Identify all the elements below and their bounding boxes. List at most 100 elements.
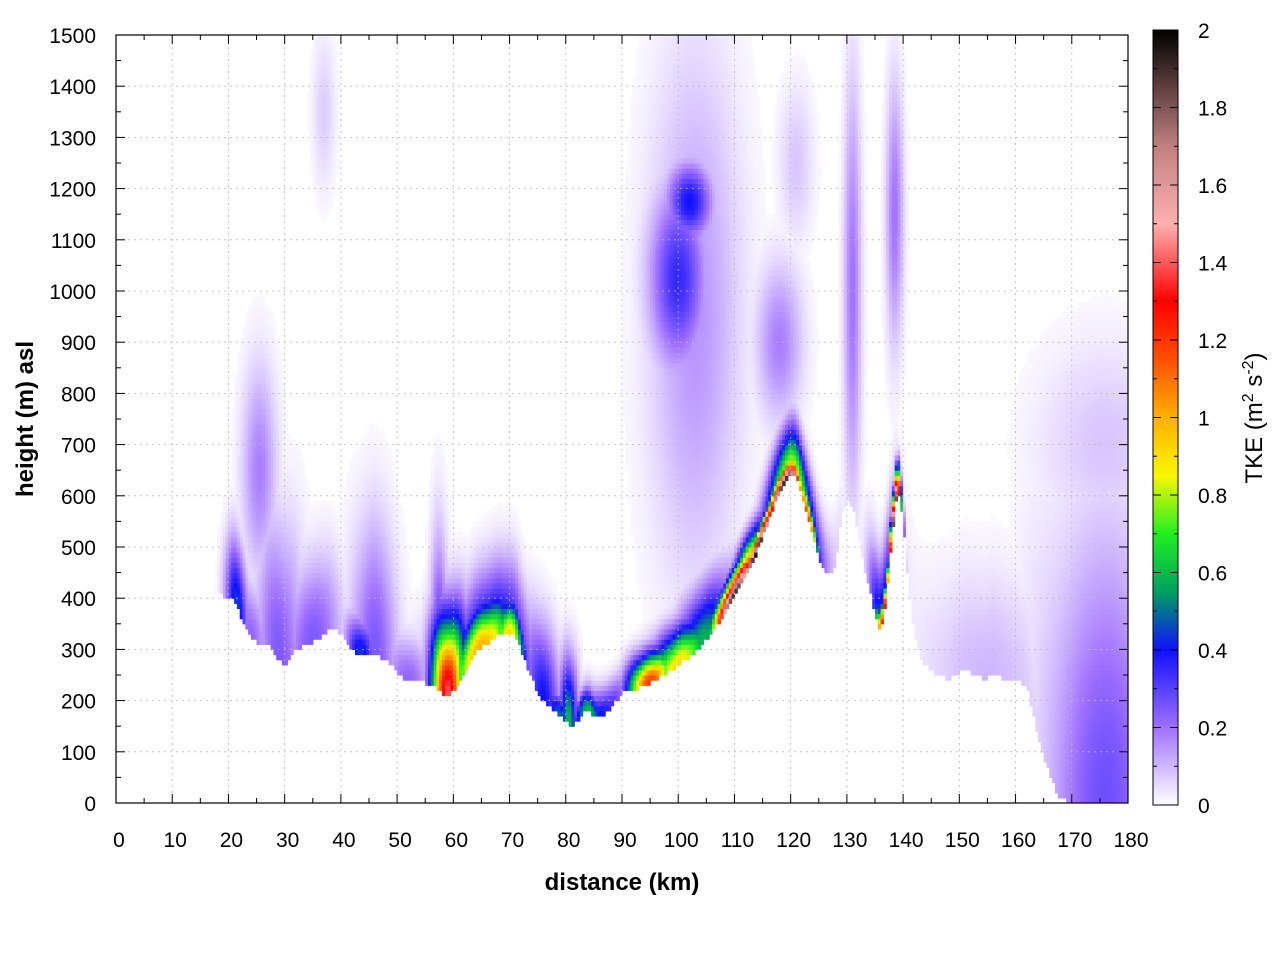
tke-cell xyxy=(270,393,275,400)
tke-cell xyxy=(326,183,331,190)
tke-cell xyxy=(239,587,244,594)
tke-cell xyxy=(262,434,266,441)
tke-cell xyxy=(329,603,334,610)
tke-cell xyxy=(467,659,471,666)
tke-cell xyxy=(309,521,314,528)
tke-cell xyxy=(307,547,311,553)
tke-cell xyxy=(383,434,387,441)
tke-cell xyxy=(242,424,246,430)
tke-cell xyxy=(262,444,266,451)
tke-cell xyxy=(276,475,280,482)
tke-cell xyxy=(228,562,232,569)
tke-cell xyxy=(444,485,449,492)
tke-cell xyxy=(259,516,263,522)
tke-cell xyxy=(329,506,334,512)
tke-cell xyxy=(222,587,227,594)
tke-cell xyxy=(335,582,339,589)
tke-cell xyxy=(318,587,322,594)
tke-cell xyxy=(239,357,244,364)
tke-cell xyxy=(307,122,311,128)
tke-cell xyxy=(245,383,249,389)
tke-cell xyxy=(279,567,283,574)
tke-cell xyxy=(256,572,260,579)
tke-cell xyxy=(298,506,303,512)
tke-cell xyxy=(225,541,230,548)
tke-cell xyxy=(315,106,319,113)
tke-cell xyxy=(340,526,345,533)
tke-cell xyxy=(273,557,277,563)
tke-cell xyxy=(259,628,263,635)
tke-cell xyxy=(326,65,331,72)
tke-cell xyxy=(279,459,283,466)
tke-cell xyxy=(349,623,353,630)
tke-cell xyxy=(318,137,322,144)
tke-cell xyxy=(340,603,345,610)
tke-cell xyxy=(312,511,317,517)
tke-cell xyxy=(256,424,260,430)
tke-cell xyxy=(315,557,319,563)
tke-cell xyxy=(326,81,331,87)
tke-cell xyxy=(248,470,252,476)
tke-cell xyxy=(318,562,322,569)
tke-cell xyxy=(242,557,246,563)
tke-cell xyxy=(270,644,275,650)
tke-cell xyxy=(329,65,334,72)
tke-cell xyxy=(321,40,325,46)
tke-cell xyxy=(304,490,308,497)
tke-cell xyxy=(250,362,255,369)
tke-cell xyxy=(231,444,235,451)
tke-cell xyxy=(301,562,305,569)
tke-cell xyxy=(318,516,322,522)
tke-cell xyxy=(324,567,328,574)
tke-cell xyxy=(276,367,280,374)
tke-cell xyxy=(250,378,255,384)
tke-cell xyxy=(253,562,258,569)
tke-cell xyxy=(267,470,272,476)
tke-cell xyxy=(338,111,342,118)
tke-cell xyxy=(270,316,275,323)
tke-cell xyxy=(250,444,255,451)
tke-cell xyxy=(242,470,246,476)
tke-cell xyxy=(253,495,258,502)
tke-cell xyxy=(273,352,277,359)
tke-cell xyxy=(346,485,350,492)
tke-cell xyxy=(321,168,325,174)
tke-cell xyxy=(304,547,308,553)
tke-cell xyxy=(352,577,356,584)
tke-cell xyxy=(315,122,319,128)
tke-cell xyxy=(324,70,328,77)
tke-cell xyxy=(248,413,252,420)
tke-cell xyxy=(248,618,252,625)
tke-cell xyxy=(256,311,260,318)
tke-cell xyxy=(264,449,269,456)
tke-cell xyxy=(312,70,317,77)
tke-cell xyxy=(279,644,283,650)
tke-cell xyxy=(264,424,269,430)
tke-cell xyxy=(298,644,303,650)
tke-cell xyxy=(329,173,334,179)
tke-cell xyxy=(309,147,314,154)
tke-cell xyxy=(281,603,286,610)
tke-cell xyxy=(298,587,303,594)
tke-cell xyxy=(225,593,230,599)
tke-cell xyxy=(264,337,269,343)
tke-cell xyxy=(250,506,255,512)
tke-cell xyxy=(312,526,317,533)
tke-cell xyxy=(231,516,235,522)
tke-cell xyxy=(315,541,319,548)
tke-cell xyxy=(321,516,325,522)
tke-cell xyxy=(304,639,308,645)
tke-cell xyxy=(279,628,283,635)
tke-cell xyxy=(349,644,353,650)
tke-cell xyxy=(276,541,280,548)
tke-cell xyxy=(312,608,317,615)
tke-cell xyxy=(281,572,286,579)
tke-cell xyxy=(267,511,272,517)
tke-cell xyxy=(245,562,249,569)
tke-cell xyxy=(318,86,322,92)
tke-cell xyxy=(267,388,272,394)
tke-cell xyxy=(273,337,277,343)
tke-cell xyxy=(349,603,353,610)
tke-cell xyxy=(270,413,275,420)
